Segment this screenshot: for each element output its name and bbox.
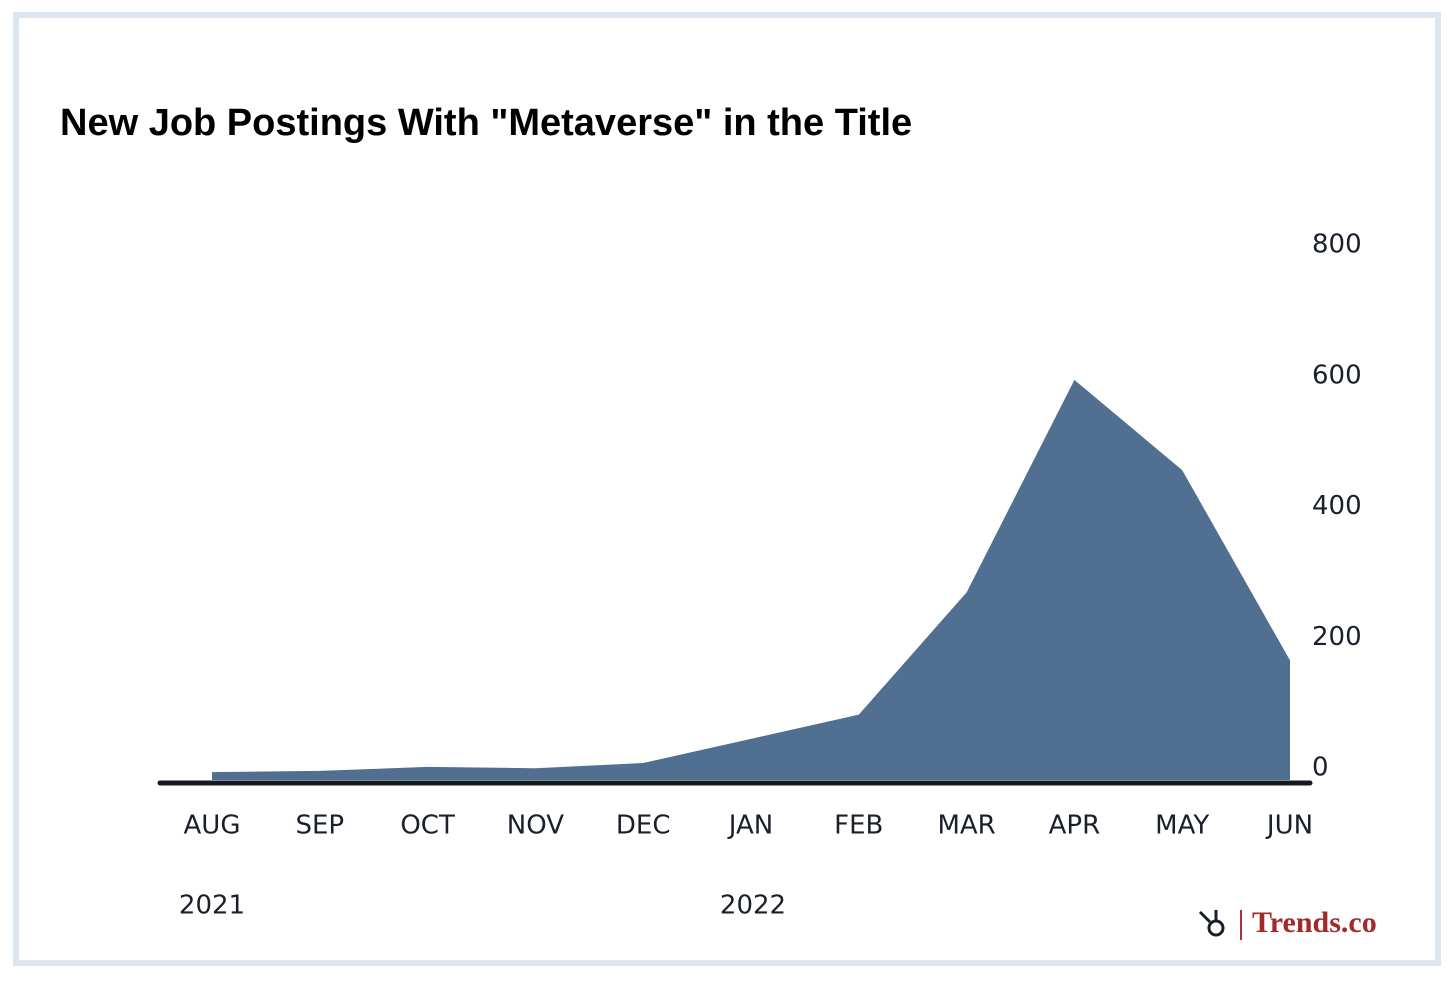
chart-title: New Job Postings With "Metaverse" in the…: [60, 102, 912, 144]
x-tick-label: MAR: [937, 811, 995, 841]
year-label: 2021: [179, 891, 245, 921]
frame: [13, 12, 1441, 966]
brand-name: Trends.co: [1252, 906, 1377, 939]
x-tick-label: JUN: [1265, 811, 1313, 841]
y-tick-label: 200: [1312, 622, 1362, 652]
y-tick-label: 600: [1312, 360, 1362, 390]
year-label: 2022: [720, 891, 786, 921]
brand-logo: [1198, 910, 1242, 940]
x-tick-label: OCT: [400, 811, 455, 841]
x-tick-label: NOV: [507, 811, 564, 841]
x-tick-label: AUG: [184, 811, 241, 841]
y-tick-label: 0: [1312, 753, 1329, 783]
y-tick-label: 800: [1312, 230, 1362, 260]
x-tick-label: APR: [1049, 811, 1101, 841]
y-tick-label: 400: [1312, 491, 1362, 521]
x-tick-label: JAN: [727, 811, 773, 841]
x-tick-label: MAY: [1155, 811, 1209, 841]
x-tick-label: DEC: [616, 811, 671, 841]
x-tick-label: FEB: [834, 811, 883, 841]
x-tick-label: SEP: [295, 811, 344, 841]
area: [212, 379, 1290, 780]
